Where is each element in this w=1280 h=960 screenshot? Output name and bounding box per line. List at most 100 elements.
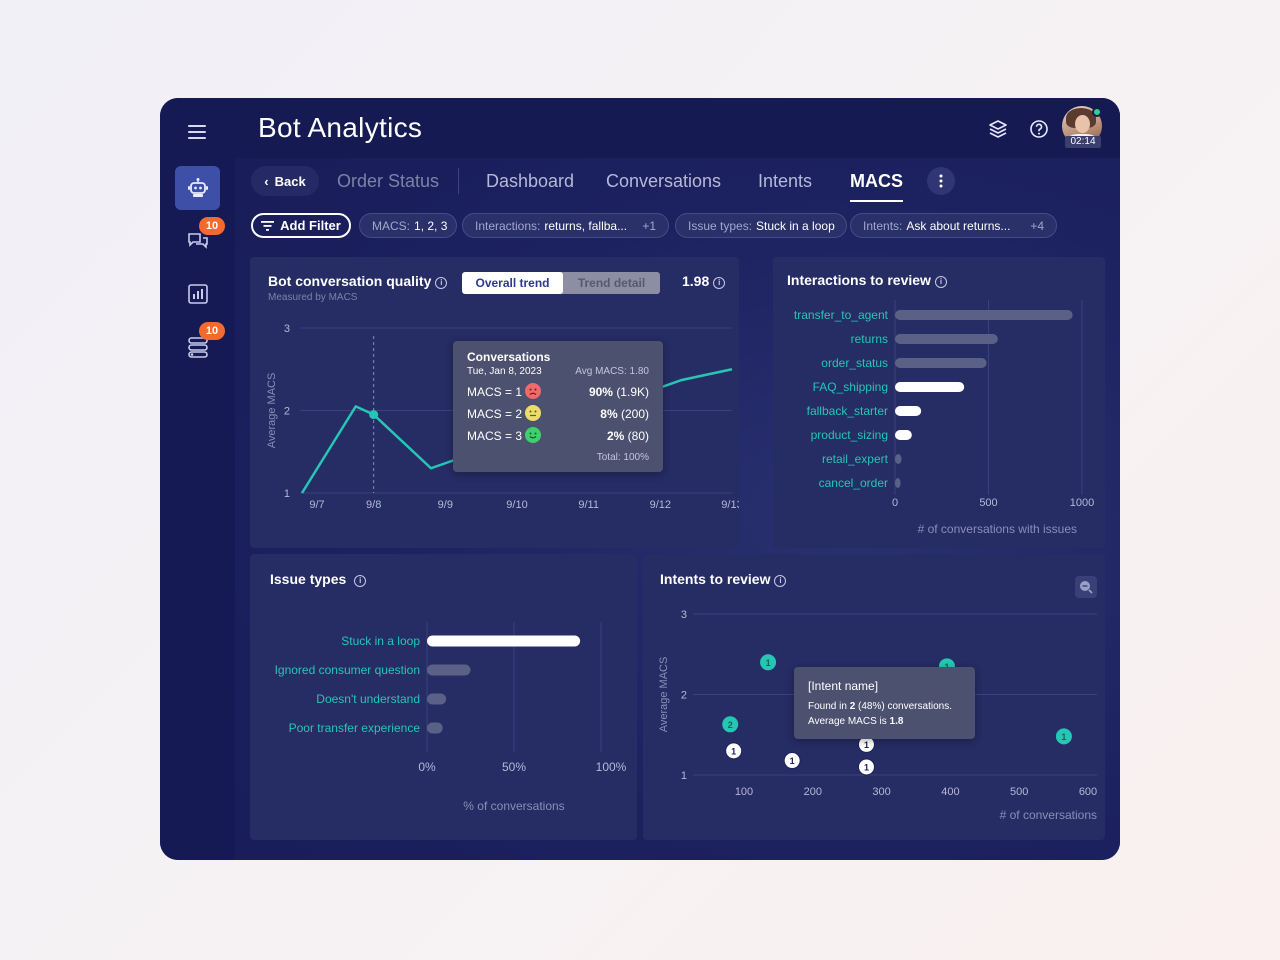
x-tick-label: 9/7 [309, 499, 324, 511]
x-axis-label: % of conversations [463, 799, 564, 813]
scatter-point [1055, 728, 1072, 745]
tab-intents[interactable]: Intents [758, 171, 813, 191]
info-icon[interactable]: i [774, 575, 787, 587]
x-tick-label: 9/11 [578, 499, 599, 511]
add-filter-button[interactable]: Add Filter [251, 213, 351, 238]
help-icon[interactable] [1028, 118, 1050, 140]
filter-chip-macs[interactable]: MACS: 1, 2, 3 [359, 213, 457, 238]
filter-chip-issue-types[interactable]: Issue types: Stuck in a loop [675, 213, 847, 238]
info-icon[interactable]: i [354, 575, 367, 587]
tooltip-count: (80) [627, 429, 649, 443]
breadcrumb-order-status[interactable]: Order Status [337, 171, 440, 191]
quality-subtitle: Measured by MACS [268, 292, 358, 303]
intent-tooltip-line2: Average MACS is 1.8 [808, 716, 903, 727]
filter-extra-count: +4 [1030, 218, 1044, 233]
x-tick-label: 9/8 [366, 499, 381, 511]
sidebar-item-routing[interactable] [175, 324, 220, 368]
active-tab-indicator [850, 200, 903, 202]
point-count-label: 1 [944, 662, 949, 672]
tab-dashboard[interactable]: Dashboard [486, 171, 575, 191]
page-title: Bot Analytics [258, 112, 423, 143]
tooltip-pct: 90% [588, 385, 613, 399]
tooltip-row-value: 8% (200) [600, 407, 649, 421]
intents-title-text: Intents to review [660, 571, 771, 587]
overall-trend-button[interactable]: Overall trend [462, 272, 563, 294]
zoom-out-icon [1080, 581, 1093, 594]
bar [895, 334, 998, 344]
category-label: Doesn't understand [316, 692, 420, 706]
bar [895, 454, 902, 464]
more-vertical-icon [939, 174, 943, 188]
x-tick-label: 50% [502, 760, 526, 774]
highlight-point [369, 410, 379, 420]
scatter-point [857, 758, 875, 776]
bar [895, 358, 987, 368]
info-icon[interactable]: i [713, 277, 726, 289]
tooltip-date: Tue, Jan 8, 2023 [467, 366, 542, 377]
filter-chip-interactions[interactable]: Interactions: returns, fallba... +1 [462, 213, 669, 238]
x-tick-label: 100% [596, 760, 627, 774]
tooltip-text: Found in [808, 701, 850, 712]
sidebar-item-conversations[interactable] [175, 220, 220, 264]
layers-icon[interactable] [987, 118, 1009, 140]
category-label: order_status [821, 356, 888, 370]
filter-chip-intents[interactable]: Intents: Ask about returns... +4 [850, 213, 1057, 238]
x-tick-label: 400 [941, 786, 959, 798]
more-options-button[interactable] [927, 167, 955, 195]
filter-key: Issue types: [688, 218, 753, 233]
category-label: fallback_starter [807, 404, 888, 418]
x-tick-label: 600 [1079, 786, 1097, 798]
intents-panel: Intents to review i 1 2 3 100 200 300 400 500 600… [643, 554, 1105, 840]
bar [427, 722, 443, 734]
bar [427, 635, 581, 647]
menu-icon[interactable] [188, 125, 206, 139]
y-tick-label: 2 [284, 406, 290, 418]
bar [895, 478, 901, 488]
category-label: Ignored consumer question [275, 663, 420, 677]
filter-key: Intents: [863, 218, 903, 233]
filter-value: 1, 2, 3 [414, 218, 448, 233]
chevron-left-icon: ‹ [264, 173, 269, 189]
issue-types-panel: Issue types i 0% 50% 100% Stuck in a loop Ign… [250, 554, 637, 840]
trend-detail-button[interactable]: Trend detail [577, 276, 646, 290]
quality-tooltip: Conversations Tue, Jan 8, 2023 Avg MACS:… [453, 341, 663, 472]
interactions-title: Interactions to review i [787, 272, 947, 288]
back-label: Back [274, 173, 306, 189]
sidebar-item-bots[interactable] [175, 166, 220, 210]
routing-badge: 10 [199, 322, 225, 340]
category-label: retail_expert [822, 452, 889, 466]
intent-tooltip: [Intent name] Found in 2 (48%) conversat… [794, 667, 975, 739]
online-status-dot [1092, 107, 1102, 117]
add-filter-label: Add Filter [280, 218, 341, 233]
point-count-label: 2 [728, 720, 733, 730]
point-count-label: 1 [731, 746, 736, 756]
point-count-label: 1 [766, 658, 771, 668]
tab-conversations[interactable]: Conversations [606, 171, 722, 191]
x-tick-label: 500 [979, 497, 997, 509]
tab-macs[interactable]: MACS [850, 171, 903, 191]
x-tick-label: 9/12 [650, 499, 671, 511]
info-icon[interactable]: i [435, 277, 448, 289]
category-label: Stuck in a loop [341, 634, 420, 648]
x-tick-label: 9/13 [721, 499, 739, 511]
info-icon[interactable]: i [934, 276, 947, 288]
tooltip-row-label: MACS = 1 [467, 385, 523, 399]
back-button[interactable]: ‹ Back [251, 166, 319, 196]
y-axis-label: Average MACS [658, 657, 670, 733]
intent-tooltip-line1: Found in 2 (48%) conversations. [808, 701, 952, 712]
intents-title: Intents to review i [660, 571, 787, 587]
series-line [300, 368, 733, 494]
tooltip-row-label: MACS = 2 [467, 407, 523, 421]
y-tick-label: 1 [681, 770, 687, 782]
bar [895, 430, 912, 440]
y-tick-label: 3 [681, 609, 687, 621]
x-tick-label: 100 [735, 786, 753, 798]
zoom-out-button[interactable] [1075, 576, 1097, 598]
sidebar-item-reports[interactable] [175, 272, 220, 316]
tooltip-bold: 2 [849, 701, 856, 712]
tooltip-total: Total: 100% [596, 452, 649, 463]
scatter-point [760, 654, 777, 671]
y-tick-label: 2 [681, 690, 687, 702]
x-tick-label: 200 [804, 786, 822, 798]
tooltip-pct: 8% [600, 407, 618, 421]
